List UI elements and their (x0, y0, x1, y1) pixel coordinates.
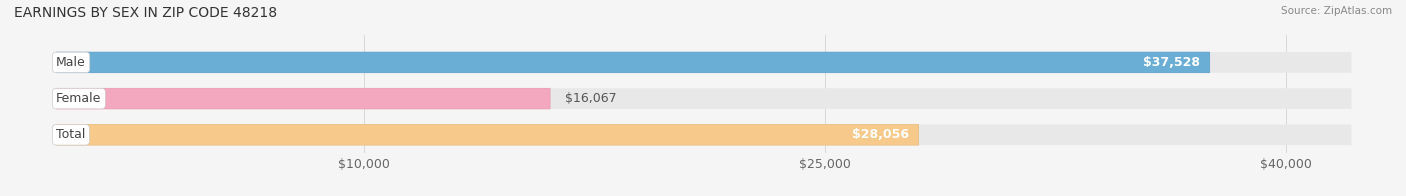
FancyBboxPatch shape (56, 124, 1351, 145)
FancyBboxPatch shape (56, 52, 1351, 73)
Text: Female: Female (56, 92, 101, 105)
FancyBboxPatch shape (56, 124, 918, 145)
Text: Total: Total (56, 128, 86, 141)
Text: $37,528: $37,528 (1143, 56, 1201, 69)
Text: EARNINGS BY SEX IN ZIP CODE 48218: EARNINGS BY SEX IN ZIP CODE 48218 (14, 6, 277, 20)
FancyBboxPatch shape (56, 88, 1351, 109)
FancyBboxPatch shape (56, 88, 550, 109)
Text: $28,056: $28,056 (852, 128, 910, 141)
FancyBboxPatch shape (56, 52, 1209, 73)
Text: Source: ZipAtlas.com: Source: ZipAtlas.com (1281, 6, 1392, 16)
Text: Male: Male (56, 56, 86, 69)
Text: $16,067: $16,067 (565, 92, 617, 105)
